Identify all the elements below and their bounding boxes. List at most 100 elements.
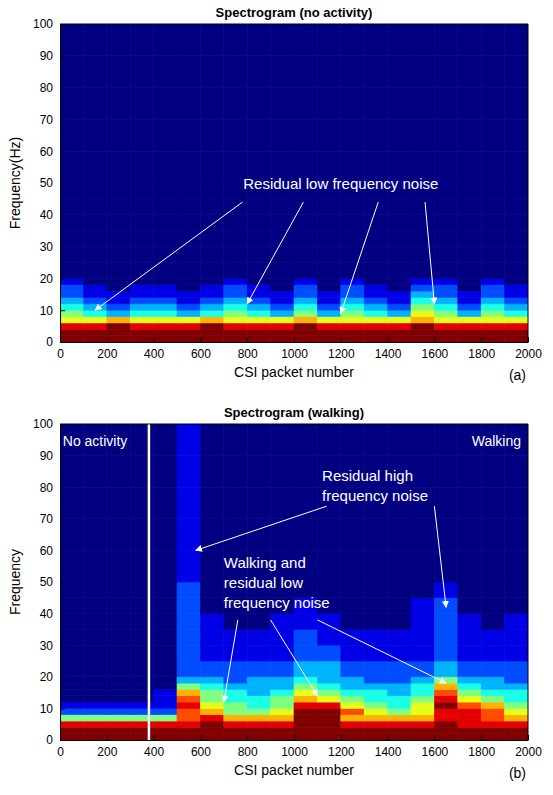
heatmap-cell	[60, 582, 83, 598]
heatmap-cell	[271, 24, 294, 56]
heatmap-cell	[224, 734, 247, 740]
heatmap-cell	[224, 297, 247, 303]
heatmap-cell	[83, 151, 106, 183]
heatmap-cell	[434, 297, 457, 303]
heatmap-cell	[130, 183, 153, 199]
heatmap-cell	[83, 661, 106, 677]
heatmap-cell	[411, 231, 434, 247]
heatmap-cell	[177, 304, 200, 310]
heatmap-cell	[200, 661, 223, 677]
heatmap-cell	[388, 708, 411, 714]
heatmap-cell	[60, 456, 83, 488]
heatmap-cell	[83, 582, 106, 598]
heatmap-cell	[505, 582, 528, 598]
heatmap-cell	[271, 702, 294, 708]
heatmap-cell	[411, 424, 434, 456]
tick: 600	[191, 337, 211, 361]
heatmap-cell	[411, 677, 434, 683]
heatmap-cell	[317, 310, 340, 316]
heatmap-cell	[434, 263, 457, 279]
heatmap-cell	[458, 310, 481, 316]
heatmap-cell	[177, 715, 200, 721]
heatmap-cell	[177, 323, 200, 329]
heatmap-cell	[200, 683, 223, 689]
annotation: Residual highfrequency noise	[322, 467, 428, 504]
heatmap-cell	[247, 727, 270, 733]
heatmap-cell	[177, 727, 200, 733]
tick-label: 400	[144, 347, 164, 361]
heatmap-cell	[154, 721, 177, 727]
heatmap-cell	[411, 215, 434, 231]
heatmap-cell	[60, 683, 83, 689]
heatmap-cell	[505, 689, 528, 695]
heatmap-cell	[434, 614, 457, 630]
y-axis-title: Frequency(Hz)	[7, 137, 23, 230]
heatmap-cell	[247, 317, 270, 323]
tick-label: 10	[40, 304, 54, 318]
heatmap-cell	[200, 88, 223, 120]
tick-label: 100	[33, 417, 53, 431]
heatmap-cell	[177, 702, 200, 708]
heatmap-cell	[177, 708, 200, 714]
heatmap-cell	[247, 629, 270, 645]
heatmap-cell	[83, 629, 106, 645]
heatmap-cell	[271, 696, 294, 702]
heatmap-cell	[177, 231, 200, 247]
heatmap-cell	[107, 598, 130, 614]
heatmap-cell	[458, 291, 481, 297]
heatmap-cell	[130, 304, 153, 310]
heatmap-cell	[224, 263, 247, 279]
heatmap-cell	[505, 661, 528, 677]
heatmap-cell	[458, 199, 481, 215]
heatmap-cell	[271, 456, 294, 488]
heatmap-cell	[247, 456, 270, 488]
heatmap-cell	[434, 329, 457, 335]
heatmap-cell	[434, 215, 457, 231]
tick-mark	[60, 278, 65, 279]
heatmap-cell	[107, 614, 130, 630]
heatmap-cell	[317, 247, 340, 263]
tick: 0	[46, 335, 65, 349]
heatmap-cell	[411, 278, 434, 284]
tick-label: 1600	[422, 745, 449, 759]
heatmap-cell	[271, 119, 294, 151]
heatmap-cell	[481, 317, 504, 323]
heatmap-cell	[271, 323, 294, 329]
heatmap-cell	[200, 629, 223, 645]
heatmap-cell	[83, 56, 106, 88]
heatmap-cell	[247, 323, 270, 329]
heatmap-cell	[271, 263, 294, 279]
heatmap-cell	[364, 317, 387, 323]
heatmap-cell	[107, 550, 130, 582]
chart-title: Spectrogram (no activity)	[216, 5, 373, 20]
heatmap-cell	[317, 24, 340, 56]
heatmap-cell	[60, 661, 83, 677]
heatmap-cell	[505, 645, 528, 661]
tick-mark	[60, 342, 65, 343]
heatmap-cell	[177, 696, 200, 702]
heatmap-cell	[364, 614, 387, 630]
heatmap-cell	[247, 88, 270, 120]
heatmap-cell	[200, 183, 223, 199]
heatmap-cell	[177, 677, 200, 683]
heatmap-cell	[177, 263, 200, 279]
heatmap-cell	[83, 715, 106, 721]
heatmap-cell	[107, 24, 130, 56]
heatmap-cell	[271, 683, 294, 689]
heatmap-cell	[294, 629, 317, 645]
heatmap-cell	[411, 310, 434, 316]
heatmap-cell	[200, 645, 223, 661]
heatmap-cell	[107, 310, 130, 316]
heatmap-cell	[341, 304, 364, 310]
tick: 1400	[375, 337, 402, 361]
heatmap-cell	[411, 582, 434, 598]
heatmap-cell	[177, 629, 200, 645]
heatmap-cell	[481, 285, 504, 291]
heatmap-cell	[224, 645, 247, 661]
frame	[60, 24, 528, 25]
heatmap-cell	[364, 304, 387, 310]
heatmap-cell	[481, 598, 504, 614]
tick: 20	[40, 670, 65, 684]
heatmap-cell	[364, 278, 387, 284]
heatmap-cell	[154, 689, 177, 695]
